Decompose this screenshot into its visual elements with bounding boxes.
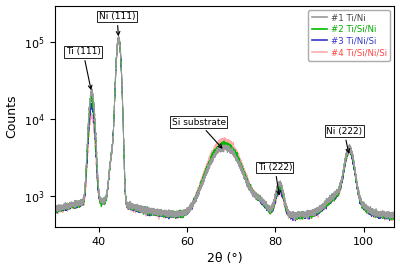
- #3 Ti/Ni/Si: [120, 87, 124, 90]
- Text: Si substrate: Si substrate: [172, 118, 226, 148]
- #2 Ti/Si/Ni: [396, 215, 400, 218]
- #1 Ti/Ni: [220, 145, 225, 149]
- #4 Ti/Si/Ni/Si: [52, 209, 57, 213]
- #2 Ti/Si/Ni: [120, 88, 124, 91]
- Line: #3 Ti/Ni/Si: #3 Ti/Ni/Si: [55, 37, 399, 221]
- #4 Ti/Si/Ni/Si: [220, 140, 225, 143]
- #1 Ti/Ni: [54, 207, 58, 211]
- #2 Ti/Si/Ni: [54, 207, 58, 210]
- #4 Ti/Si/Ni/Si: [116, 36, 121, 39]
- Y-axis label: Counts: Counts: [6, 95, 18, 138]
- #1 Ti/Ni: [52, 206, 57, 209]
- Legend: #1 Ti/Ni, #2 Ti/Si/Ni, #3 Ti/Ni/Si, #4 Ti/Si/Ni/Si: #1 Ti/Ni, #2 Ti/Si/Ni, #3 Ti/Ni/Si, #4 T…: [308, 10, 390, 60]
- #4 Ti/Si/Ni/Si: [396, 221, 400, 224]
- #1 Ti/Ni: [73, 204, 78, 207]
- Text: Ni (222): Ni (222): [326, 127, 362, 153]
- Text: Ni (111): Ni (111): [99, 12, 135, 35]
- #3 Ti/Ni/Si: [52, 210, 57, 213]
- Text: Ti (222): Ti (222): [258, 163, 292, 195]
- #4 Ti/Si/Ni/Si: [378, 214, 383, 217]
- #2 Ti/Si/Ni: [378, 213, 383, 216]
- #4 Ti/Si/Ni/Si: [66, 204, 71, 207]
- #1 Ti/Ni: [120, 89, 124, 92]
- #1 Ti/Ni: [293, 218, 298, 221]
- #4 Ti/Si/Ni/Si: [54, 208, 58, 211]
- #2 Ti/Si/Ni: [388, 218, 393, 221]
- #2 Ti/Si/Ni: [116, 36, 121, 39]
- #1 Ti/Ni: [396, 212, 400, 215]
- #2 Ti/Si/Ni: [73, 204, 78, 207]
- Line: #1 Ti/Ni: #1 Ti/Ni: [55, 37, 399, 220]
- Line: #2 Ti/Si/Ni: #2 Ti/Si/Ni: [55, 37, 399, 220]
- Text: Ti (111): Ti (111): [66, 47, 100, 89]
- #3 Ti/Ni/Si: [54, 207, 58, 210]
- #1 Ti/Ni: [66, 204, 71, 208]
- #3 Ti/Ni/Si: [220, 142, 225, 145]
- #3 Ti/Ni/Si: [396, 214, 400, 218]
- #1 Ti/Ni: [116, 35, 121, 38]
- #3 Ti/Ni/Si: [293, 219, 298, 222]
- #3 Ti/Ni/Si: [73, 203, 78, 206]
- #1 Ti/Ni: [378, 211, 383, 214]
- #4 Ti/Si/Ni/Si: [120, 93, 124, 96]
- #2 Ti/Si/Ni: [66, 203, 71, 206]
- #3 Ti/Ni/Si: [116, 36, 121, 39]
- X-axis label: 2θ (°): 2θ (°): [207, 253, 242, 265]
- #2 Ti/Si/Ni: [220, 145, 225, 148]
- Line: #4 Ti/Si/Ni/Si: #4 Ti/Si/Ni/Si: [55, 37, 399, 222]
- #4 Ti/Si/Ni/Si: [73, 204, 78, 207]
- #2 Ti/Si/Ni: [52, 207, 57, 210]
- #3 Ti/Ni/Si: [66, 206, 71, 209]
- #3 Ti/Ni/Si: [378, 214, 383, 218]
